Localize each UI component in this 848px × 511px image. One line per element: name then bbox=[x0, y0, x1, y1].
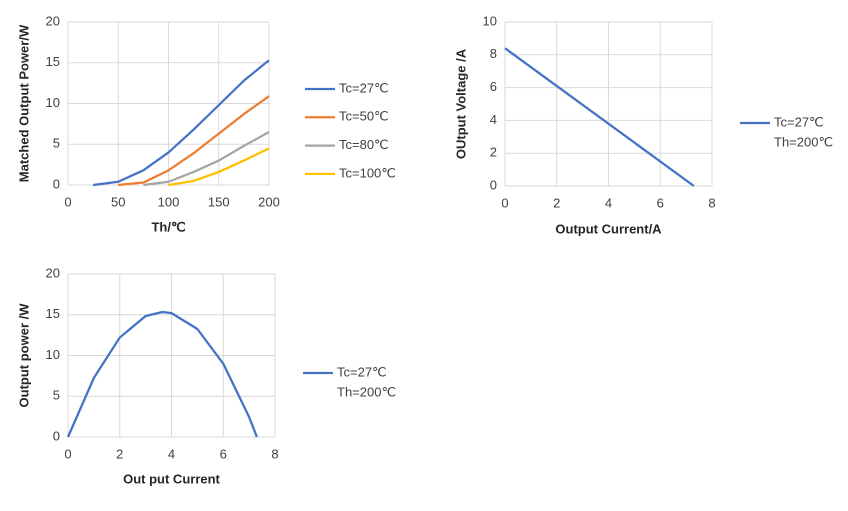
x-tick-label: 100 bbox=[158, 194, 180, 209]
y-tick-label: 0 bbox=[490, 177, 497, 192]
x-axis-title: Th/℃ bbox=[151, 219, 185, 234]
data-line bbox=[168, 147, 270, 187]
y-tick-label: 6 bbox=[490, 79, 497, 94]
y-tick-label: 0 bbox=[53, 176, 60, 191]
x-tick-label: 0 bbox=[501, 195, 508, 210]
x-tick-label: 2 bbox=[116, 446, 123, 461]
y-tick-label: 20 bbox=[46, 265, 60, 280]
x-tick-label: 0 bbox=[64, 446, 71, 461]
x-tick-label: 200 bbox=[258, 194, 280, 209]
x-tick-label: 8 bbox=[271, 446, 278, 461]
y-tick-label: 10 bbox=[46, 95, 60, 110]
y-tick-label: 15 bbox=[46, 306, 60, 321]
legend-label: Tc=50℃ bbox=[339, 109, 389, 124]
y-tick-label: 0 bbox=[53, 428, 60, 443]
y-tick-label: 10 bbox=[46, 347, 60, 362]
x-axis-title: Out put Current bbox=[123, 471, 220, 486]
data-line bbox=[143, 131, 270, 187]
legend-label: Tc=80℃ bbox=[339, 137, 389, 152]
x-tick-label: 2 bbox=[553, 195, 560, 210]
y-tick-label: 15 bbox=[46, 54, 60, 69]
y-axis-title: OUtput Voltage /A bbox=[453, 48, 468, 159]
legend-label: Tc=27℃ bbox=[339, 80, 389, 95]
x-tick-label: 6 bbox=[657, 195, 664, 210]
x-tick-label: 0 bbox=[64, 194, 71, 209]
data-line bbox=[504, 47, 695, 187]
y-tick-label: 10 bbox=[483, 13, 497, 28]
x-tick-label: 50 bbox=[111, 194, 125, 209]
data-line bbox=[92, 59, 270, 187]
x-tick-label: 150 bbox=[208, 194, 230, 209]
y-tick-label: 5 bbox=[53, 388, 60, 403]
y-axis-title: Output power /W bbox=[16, 303, 31, 408]
data-line bbox=[118, 95, 270, 187]
x-tick-label: 4 bbox=[605, 195, 612, 210]
legend-note: Th=200℃ bbox=[337, 384, 396, 399]
legend-note: Th=200℃ bbox=[774, 134, 833, 149]
y-tick-label: 8 bbox=[490, 46, 497, 61]
legend-label: Tc=27℃ bbox=[774, 114, 824, 129]
x-tick-label: 4 bbox=[168, 446, 175, 461]
x-tick-label: 8 bbox=[708, 195, 715, 210]
y-tick-label: 4 bbox=[490, 112, 497, 127]
y-axis-title: Matched Output Power/W bbox=[16, 24, 31, 182]
y-tick-label: 5 bbox=[53, 136, 60, 151]
legend-label: Tc=100℃ bbox=[339, 165, 396, 180]
data-line bbox=[66, 310, 258, 438]
x-tick-label: 6 bbox=[220, 446, 227, 461]
legend-label: Tc=27℃ bbox=[337, 364, 387, 379]
y-tick-label: 2 bbox=[490, 145, 497, 160]
x-axis-title: Output Current/A bbox=[555, 221, 662, 236]
y-tick-label: 20 bbox=[46, 13, 60, 28]
